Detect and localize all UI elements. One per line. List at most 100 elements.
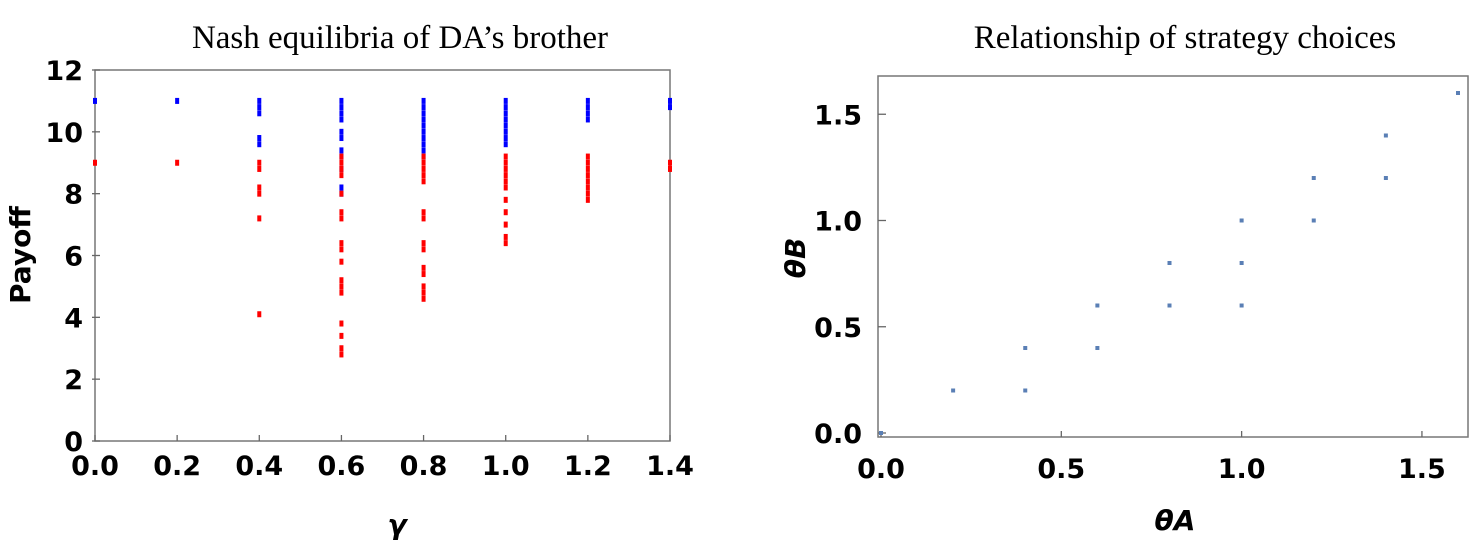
chart-left-xtick-label: 0.2 [153,451,201,482]
chart-left-point [421,165,426,172]
chart-right-ytick-label: 1.0 [814,207,862,238]
chart-left-point [257,110,262,117]
chart-left-point [503,141,508,148]
chart-left-point [503,172,508,179]
chart-left-point [421,172,426,179]
chart-left-point [585,184,590,191]
chart-left-xlabel: γ [387,508,408,541]
chart-right-frame [877,75,1469,438]
chart-left-point [503,110,508,117]
chart-right-point [951,388,956,393]
chart-left-point [421,135,426,142]
chart-left-point [339,332,344,339]
chart-left-point [585,165,590,172]
chart-left-point [339,97,344,104]
chart-left-point [339,172,344,179]
chart-left-point [503,97,508,104]
chart-left-xtick-label: 1.4 [646,451,694,482]
chart-left-point [339,128,344,135]
chart-left-point [503,165,508,172]
chart-left-point [421,240,426,247]
chart-left-point [421,110,426,117]
chart-left-ytick-label: 10 [45,118,83,149]
chart-left-point [421,153,426,160]
chart-left-ytick-label: 8 [64,180,83,211]
chart-right-ticks: 0.0 0.5 1.0 1.5 0.0 0.5 1.0 1.5 [814,100,1446,485]
chart-left-xtick-label: 0.0 [71,451,119,482]
chart-right-point [1456,91,1460,95]
chart-left-point [585,190,590,197]
chart-left-point [339,147,344,154]
chart-left-ytick-label: 6 [64,242,83,273]
chart-left-ytick-label: 4 [64,303,83,334]
chart-left-xtick-label: 1.0 [482,451,530,482]
chart-left-point [421,215,426,222]
chart-left-point [339,110,344,117]
chart-left-point [668,165,672,172]
chart-left-point [339,320,344,327]
chart-left-xtick-label: 1.2 [564,451,612,482]
chart-left-ytick-label: 2 [64,365,83,396]
chart-left-point [503,159,508,166]
chart-left-point [503,178,508,185]
chart-left-point [668,104,672,111]
chart-right-point [1023,346,1028,350]
chart-left-point [668,159,672,166]
chart-left-point [339,277,344,284]
chart-left-point [257,215,262,222]
chart-left-point [503,104,508,111]
chart-right-point [1167,303,1172,308]
chart-left-point [503,153,508,160]
chart-left-point [175,159,180,166]
chart-left-point [257,141,262,148]
chart-right-point [1095,346,1100,350]
chart-right-title: Relationship of strategy choices [974,20,1396,56]
chart-left-point [585,110,590,117]
chart-left-point [585,104,590,111]
chart-left-point [503,209,508,216]
chart-right-point [1023,388,1028,393]
chart-right-ytick-label: 1.5 [814,100,862,131]
chart-right-ytick-label: 0.5 [814,313,862,344]
chart-left-point [585,159,590,166]
chart-left-ytick-label: 0 [64,427,83,458]
chart-left-point [421,283,426,290]
chart-left-point [503,135,508,142]
chart-left-point [93,159,97,166]
chart-left-point [339,159,344,166]
chart-left-point [257,184,262,191]
chart-left-point [257,165,262,172]
chart-left-point [339,240,344,247]
chart-right-xlabel: θA [1155,504,1196,537]
chart-right-point [879,431,883,435]
chart-left-point [503,128,508,135]
chart-left-point [257,190,262,197]
chart-left-point [421,141,426,148]
chart-right-xtick-label: 0.5 [1037,454,1085,485]
chart-left-point [339,135,344,142]
chart-right: Relationship of strategy choices 0.0 0.5 1… [779,20,1469,537]
chart-left-point [257,311,262,318]
chart-left-point [421,97,426,104]
chart-right-point [1383,133,1388,138]
chart-left-point [668,97,672,104]
chart-left-point [339,258,344,265]
chart-right-point [1311,176,1316,180]
chart-left-point [503,184,508,191]
chart-right-point [1383,176,1388,180]
chart-left-point [585,97,590,104]
chart-left-point [421,209,426,216]
chart-left-frame [94,69,671,442]
chart-left-point [257,97,262,104]
chart-left-point [421,178,426,185]
chart-left-point [503,196,508,203]
chart-left-point [503,122,508,129]
chart-left-point [585,196,590,203]
chart-right-point [1167,261,1172,265]
chart-left-point [93,97,97,104]
chart-left-point [421,147,426,154]
chart-left-point [421,271,426,278]
chart-left-ticks: 0.0 0.2 0.4 0.6 0.8 1.0 1.2 1.4 0 2 4 6 8 10 12 [45,56,694,482]
chart-left-point [257,159,262,166]
chart-left-point [503,116,508,123]
